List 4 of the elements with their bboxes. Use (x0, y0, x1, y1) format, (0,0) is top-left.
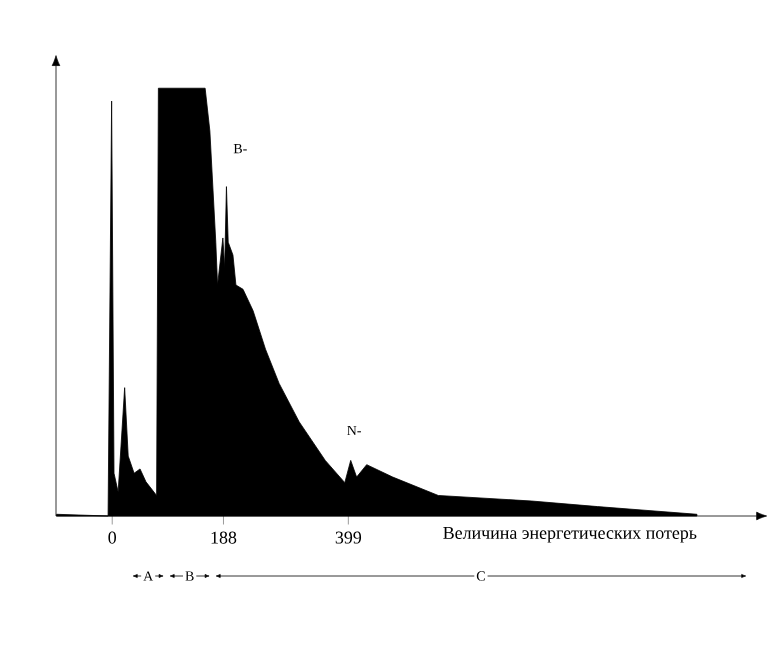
x-tick-label: 399 (335, 531, 362, 544)
x-tick-label: 0 (108, 531, 117, 544)
x-tick-label: 188 (211, 531, 237, 544)
x-axis-title: Величина энергетических потерь (443, 527, 697, 543)
